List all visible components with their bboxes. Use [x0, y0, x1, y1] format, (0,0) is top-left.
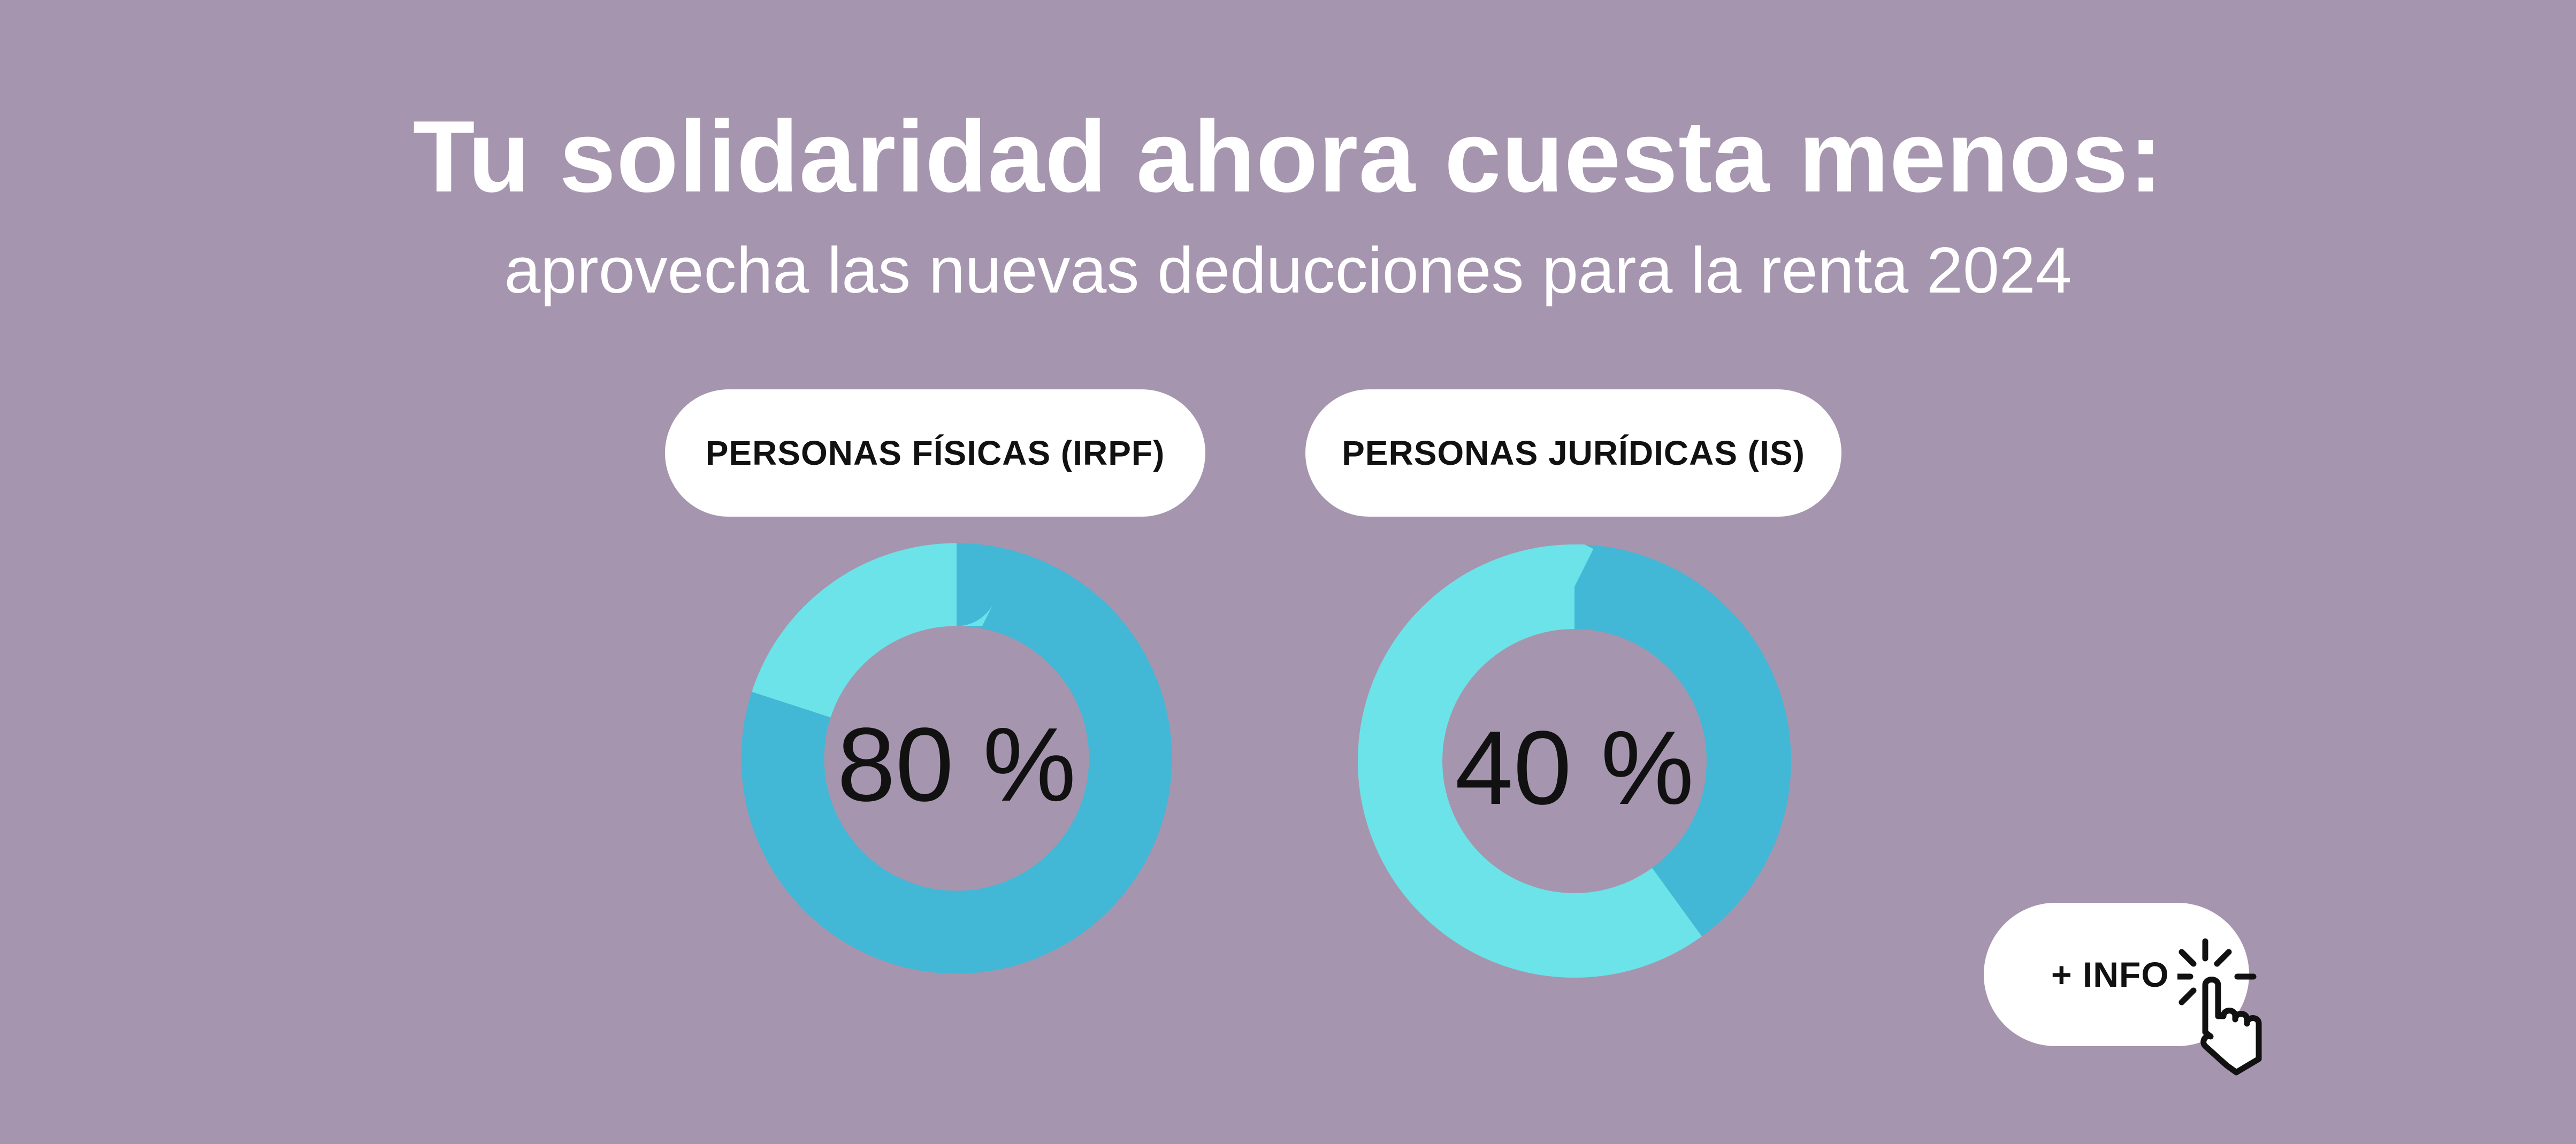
- personas-fisicas-label: PERSONAS FÍSICAS (IRPF): [665, 389, 1205, 517]
- page-title: Tu solidaridad ahora cuesta menos:: [412, 100, 2164, 213]
- donut-chart-personas-fisicas: [741, 543, 1172, 974]
- deduction-percent-juridicas: 40 %: [1455, 709, 1694, 826]
- deduction-percent-fisicas: 80 %: [837, 706, 1076, 823]
- remainder-slice-1: [1358, 544, 1791, 978]
- remainder-slice-0: [741, 543, 1172, 974]
- page-subtitle: aprovecha las nuevas deducciones para la…: [504, 234, 2072, 306]
- pointer-hand-click-icon[interactable]: [2177, 925, 2338, 1086]
- more-info-label: + INFO: [2051, 955, 2169, 994]
- personas-juridicas-label: PERSONAS JURÍDICAS (IS): [1305, 389, 1841, 517]
- donut-chart-personas-juridicas: [1358, 544, 1791, 978]
